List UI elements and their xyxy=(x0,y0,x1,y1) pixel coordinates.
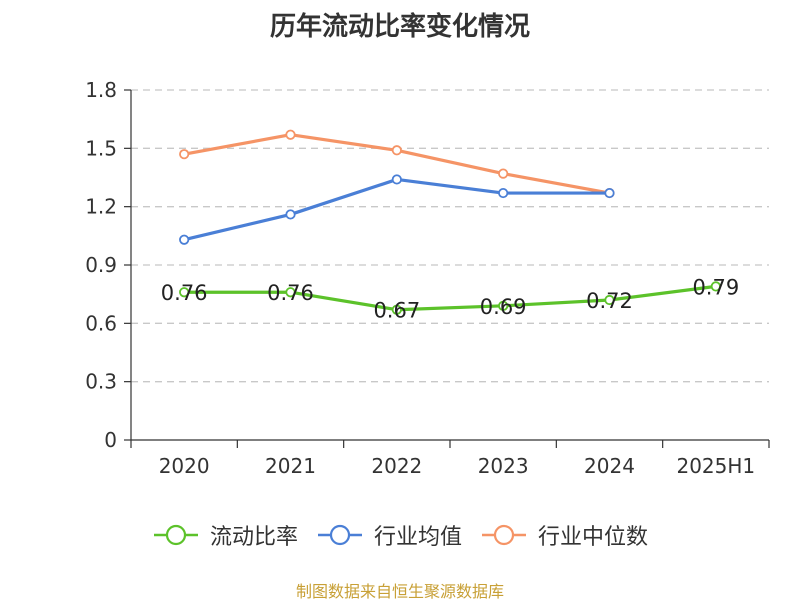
data-point xyxy=(604,187,615,199)
data-labels: 0.76 0.76 0.67 0.69 0.72 0.79 xyxy=(161,275,739,322)
y-tick-label: 0.3 xyxy=(85,370,117,394)
data-point xyxy=(498,187,509,199)
legend-item[interactable]: 行业中位数 xyxy=(480,519,648,551)
legend-swatch-marker xyxy=(493,524,515,546)
x-tick-label: 2020 xyxy=(159,454,210,478)
data-point xyxy=(710,281,721,292)
legend: 流动比率 行业均值 行业中位数 xyxy=(0,519,800,551)
data-label: 0.67 xyxy=(373,299,420,323)
data-point xyxy=(285,287,296,298)
data-label: 0.69 xyxy=(480,295,527,319)
x-tick-label: 2025H1 xyxy=(676,454,755,478)
data-point xyxy=(179,234,190,245)
data-label: 0.79 xyxy=(692,275,739,299)
data-point xyxy=(498,300,509,311)
legend-label: 行业均值 xyxy=(373,525,462,550)
series-line-1 xyxy=(183,177,610,242)
axes: 0 0.3 0.6 0.9 1.2 1.5 1.8 2020 2021 2022 2023 2024 2… xyxy=(85,78,770,478)
data-point xyxy=(498,168,509,179)
data-label: 0.72 xyxy=(586,289,633,313)
y-tick-label: 0 xyxy=(104,428,117,452)
legend-swatch-marker xyxy=(329,524,351,546)
data-label: 0.76 xyxy=(267,281,314,305)
data-point xyxy=(604,294,615,306)
grid-lines xyxy=(131,89,769,383)
x-tick-label: 2023 xyxy=(478,454,529,478)
data-point xyxy=(179,287,190,298)
data-point xyxy=(391,304,402,315)
series-lines xyxy=(179,129,721,315)
legend-swatch xyxy=(482,524,526,546)
x-tick-label: 2024 xyxy=(584,454,635,478)
data-point xyxy=(391,145,402,156)
data-point xyxy=(391,174,402,185)
x-tick-label: 2021 xyxy=(265,454,316,478)
x-tick-label: 2022 xyxy=(371,454,422,478)
data-label: 0.76 xyxy=(161,281,208,305)
source-note: 制图数据来自恒生聚源数据库 xyxy=(295,582,504,601)
legend-label: 行业中位数 xyxy=(538,525,649,550)
data-point xyxy=(179,149,190,160)
series-line-0 xyxy=(184,284,717,312)
legend-swatch xyxy=(153,524,198,546)
legend-item[interactable]: 流动比率 xyxy=(152,519,298,551)
chart-title: 历年流动比率变化情况 xyxy=(269,12,530,42)
legend-item[interactable]: 行业均值 xyxy=(316,519,462,551)
legend-label: 流动比率 xyxy=(209,525,298,550)
y-tick-label: 1.2 xyxy=(85,195,117,219)
y-tick-label: 1.8 xyxy=(85,78,117,102)
data-point xyxy=(285,129,296,140)
data-point xyxy=(285,209,296,220)
y-tick-label: 0.6 xyxy=(85,311,117,335)
legend-swatch-marker xyxy=(165,524,187,546)
y-tick-label: 0.9 xyxy=(85,253,117,277)
legend-swatch xyxy=(317,524,362,546)
y-tick-label: 1.5 xyxy=(85,136,117,160)
